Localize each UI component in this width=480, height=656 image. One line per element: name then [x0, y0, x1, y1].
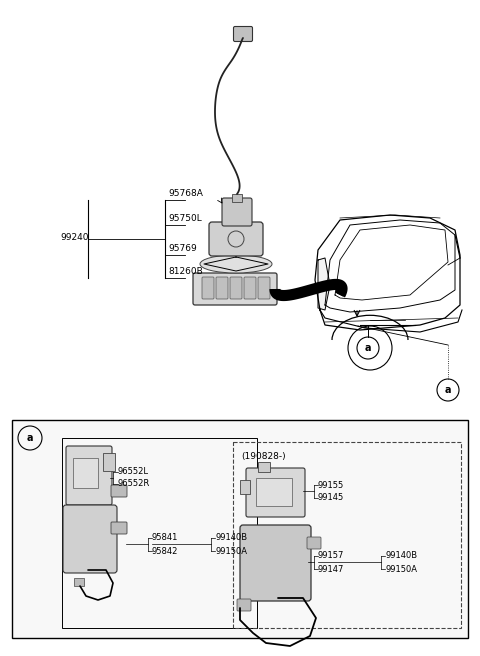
Bar	[103, 453, 115, 471]
Bar	[73, 458, 98, 488]
FancyBboxPatch shape	[244, 277, 256, 299]
Text: a: a	[445, 385, 451, 395]
Bar	[258, 462, 270, 472]
Text: 99145: 99145	[318, 493, 344, 502]
FancyBboxPatch shape	[230, 277, 242, 299]
FancyBboxPatch shape	[202, 277, 214, 299]
Bar	[240, 480, 250, 494]
Bar	[12, 420, 468, 638]
Text: 99240: 99240	[60, 232, 88, 241]
Bar	[256, 478, 292, 506]
FancyBboxPatch shape	[258, 277, 270, 299]
FancyBboxPatch shape	[209, 222, 263, 256]
Text: a: a	[365, 343, 371, 353]
FancyBboxPatch shape	[63, 505, 117, 573]
FancyBboxPatch shape	[240, 525, 311, 601]
FancyBboxPatch shape	[216, 277, 228, 299]
Text: 81260B: 81260B	[168, 267, 203, 276]
Text: 95768A: 95768A	[168, 189, 203, 198]
FancyBboxPatch shape	[66, 446, 112, 505]
FancyBboxPatch shape	[246, 468, 305, 517]
Text: 95841: 95841	[152, 533, 179, 543]
Text: a: a	[27, 433, 33, 443]
Text: 99155: 99155	[318, 480, 344, 489]
FancyBboxPatch shape	[111, 485, 127, 497]
Text: 95842: 95842	[152, 546, 179, 556]
Text: 99147: 99147	[318, 565, 344, 573]
FancyBboxPatch shape	[111, 522, 127, 534]
Bar	[232, 194, 242, 202]
Text: 96552L: 96552L	[118, 468, 149, 476]
Text: 99157: 99157	[318, 552, 344, 560]
Text: 96552R: 96552R	[118, 480, 150, 489]
Text: 99140B: 99140B	[215, 533, 247, 543]
Text: 95769: 95769	[168, 244, 197, 253]
FancyBboxPatch shape	[233, 26, 252, 41]
Text: (190828-): (190828-)	[241, 451, 286, 461]
Text: 95750L: 95750L	[168, 214, 202, 223]
FancyBboxPatch shape	[193, 273, 277, 305]
Text: 99150A: 99150A	[385, 565, 417, 573]
FancyBboxPatch shape	[237, 599, 251, 611]
Text: 99140B: 99140B	[385, 552, 417, 560]
Text: 99150A: 99150A	[215, 546, 247, 556]
FancyBboxPatch shape	[222, 198, 252, 226]
Ellipse shape	[200, 255, 272, 273]
Bar	[74, 578, 84, 586]
Bar	[233, 442, 461, 628]
Polygon shape	[318, 258, 330, 310]
FancyBboxPatch shape	[307, 537, 321, 549]
Bar	[62, 438, 257, 628]
